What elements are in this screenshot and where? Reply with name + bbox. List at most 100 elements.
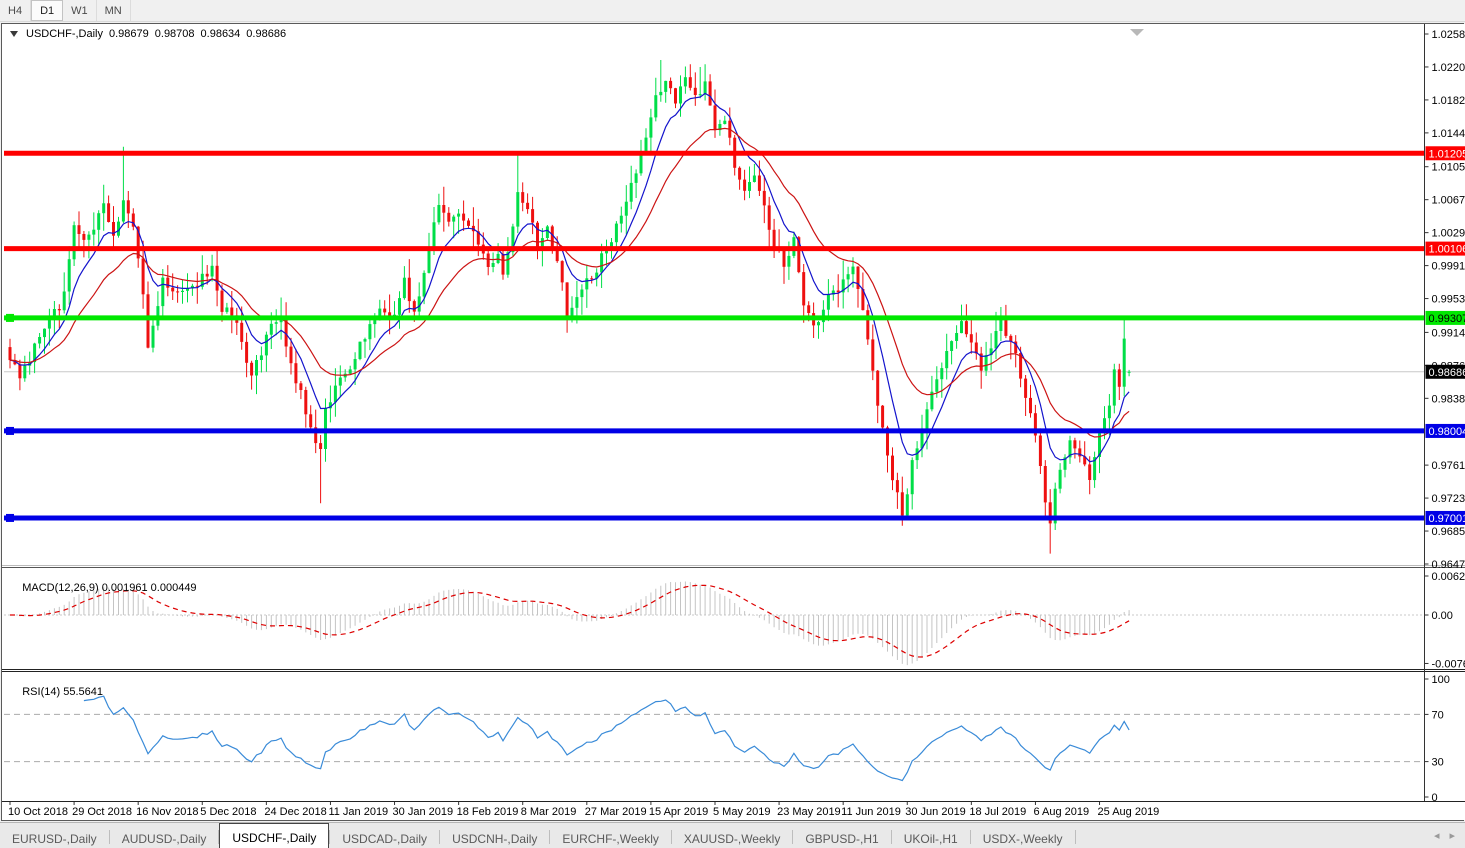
collapse-icon[interactable] (10, 31, 18, 37)
main-price-pane[interactable] (4, 60, 1424, 554)
tab-separator (1074, 830, 1076, 844)
chart-tab-xauusd[interactable]: XAUUSD-,Weekly (683, 831, 781, 846)
moving-average-fast (9, 92, 1130, 463)
svg-text:0.98004: 0.98004 (1429, 426, 1465, 438)
quote-open: 0.98679 (109, 28, 149, 40)
tab-separator (549, 830, 551, 844)
tab-scroll-right-icon[interactable]: ▸ (1449, 830, 1455, 842)
line-handle[interactable] (6, 426, 14, 435)
svg-text:1.01205: 1.01205 (1429, 148, 1465, 160)
date-label: 18 Jul 2019 (969, 806, 1026, 818)
date-label: 5 May 2019 (713, 806, 770, 818)
hline-price-badge: 0.99307 (1425, 310, 1465, 325)
hline-price-badge: 1.01205 (1425, 146, 1465, 161)
date-label: 24 Dec 2018 (264, 806, 326, 818)
chart-tab-gbpusd[interactable]: GBPUSD-,H1 (805, 831, 879, 846)
quote-close: 0.98686 (246, 28, 287, 40)
date-label: 23 May 2019 (777, 806, 841, 818)
rsi-pane[interactable] (4, 695, 1424, 782)
timeframe-button-h4[interactable]: H4 (0, 0, 32, 21)
macd-label: MACD(12,26,9) 0.001961 0.000449 (22, 582, 197, 594)
svg-text:0.98686: 0.98686 (1429, 367, 1465, 379)
date-label: 8 Mar 2019 (521, 806, 577, 818)
price-tick-label: 1.01440 (1432, 128, 1465, 140)
hline-price-badge: 0.97001 (1425, 510, 1465, 525)
macd-tick-label: 0.006286 (1432, 571, 1465, 583)
rsi-tick-label: 0 (1432, 792, 1438, 804)
line-handle[interactable] (6, 313, 14, 322)
chart-tab-bar: EURUSD-,Daily AUDUSD-,Daily USDCHF-,Daily U… (0, 822, 1465, 848)
tab-separator (108, 830, 110, 844)
chart-canvas[interactable]: 1.02580 1.02200 1.01820 1.01440 1.01050 1.006… (2, 24, 1465, 820)
tab-separator (792, 830, 794, 844)
chart-title: USDCHF-,Daily 0.98679 0.98708 0.98634 0.… (10, 28, 286, 40)
date-label: 29 Oct 2018 (72, 806, 132, 818)
rsi-line (83, 695, 1130, 782)
chart-tab-ukoil[interactable]: UKOil-,H1 (903, 831, 958, 846)
chart-tab-usdcad[interactable]: USDCAD-,Daily (342, 831, 428, 846)
svg-text:1.00106: 1.00106 (1429, 244, 1465, 256)
rsi-label: RSI(14) 55.5641 (22, 686, 103, 698)
date-label: 15 Apr 2019 (649, 806, 708, 818)
timeframe-button-w1[interactable]: W1 (63, 0, 97, 21)
svg-text:0.97001: 0.97001 (1429, 513, 1465, 525)
date-label: 11 Jun 2019 (841, 806, 901, 818)
macd-tick-label: -0.00762 (1432, 658, 1465, 670)
tab-separator (439, 830, 441, 844)
moving-average-slow (9, 127, 1130, 438)
date-label: 18 Feb 2019 (457, 806, 519, 818)
timeframe-toolbar: H4 D1 W1 MN (0, 0, 1465, 22)
price-tick-label: 1.01820 (1432, 95, 1465, 107)
rsi-tick-label: 30 (1432, 757, 1444, 769)
macd-signal-line (10, 584, 1130, 658)
current-price-badge: 0.98686 (1425, 364, 1465, 379)
macd-histogram (14, 581, 1130, 666)
candles-layer[interactable] (8, 60, 1131, 554)
rsi-tick-label: 100 (1432, 674, 1450, 686)
date-label: 5 Dec 2018 (200, 806, 256, 818)
price-axis[interactable]: 1.02580 1.02200 1.01820 1.01440 1.01050 1.006… (1424, 29, 1465, 804)
price-tick-label: 1.02200 (1432, 62, 1465, 74)
chart-tab-audusd[interactable]: AUDUSD-,Daily (121, 831, 207, 846)
date-label: 25 Aug 2019 (1098, 806, 1160, 818)
price-tick-label: 1.00670 (1432, 195, 1465, 207)
tab-separator (218, 830, 220, 844)
chart-tab-usdx[interactable]: USDX-,Weekly (982, 831, 1063, 846)
chart-tab-eurusd[interactable]: EURUSD-,Daily (12, 831, 97, 846)
price-tick-label: 1.01050 (1432, 162, 1465, 174)
rsi-tick-label: 70 (1432, 709, 1444, 721)
horizontal-line-0.98004[interactable] (4, 426, 1424, 435)
svg-text:0.99307: 0.99307 (1429, 313, 1465, 325)
date-label: 6 Aug 2019 (1033, 806, 1089, 818)
hline-price-badge: 0.98004 (1425, 423, 1465, 438)
chart-symbol-label: USDCHF-,Daily (26, 28, 103, 40)
date-label: 30 Jun 2019 (905, 806, 966, 818)
date-label: 30 Jan 2019 (393, 806, 454, 818)
tab-separator (670, 830, 672, 844)
chart-tab-usdchf[interactable]: USDCHF-,Daily (219, 823, 330, 848)
chart-window: 1.02580 1.02200 1.01820 1.01440 1.01050 1.006… (1, 23, 1465, 821)
chart-tab-eurchf[interactable]: EURCHF-,Weekly (562, 831, 659, 846)
tab-separator (969, 830, 971, 844)
horizontal-line-0.97001[interactable] (4, 513, 1424, 522)
line-handle[interactable] (6, 513, 14, 522)
date-label: 16 Nov 2018 (136, 806, 198, 818)
date-axis[interactable]: 10 Oct 2018 29 Oct 2018 16 Nov 2018 5 Dec 2… (8, 802, 1159, 818)
tab-scroll-left-icon[interactable]: ◂ (1433, 830, 1440, 842)
price-tick-label: 1.02580 (1432, 29, 1465, 41)
horizontal-line-0.99307[interactable] (4, 313, 1424, 322)
chart-tab-usdcnh[interactable]: USDCNH-,Daily (452, 831, 538, 846)
macd-pane[interactable] (4, 581, 1424, 666)
timeframe-button-mn[interactable]: MN (97, 0, 131, 21)
chart-shift-marker-icon[interactable] (1130, 29, 1144, 36)
timeframe-button-d1[interactable]: D1 (31, 0, 64, 21)
tab-separator (890, 830, 892, 844)
